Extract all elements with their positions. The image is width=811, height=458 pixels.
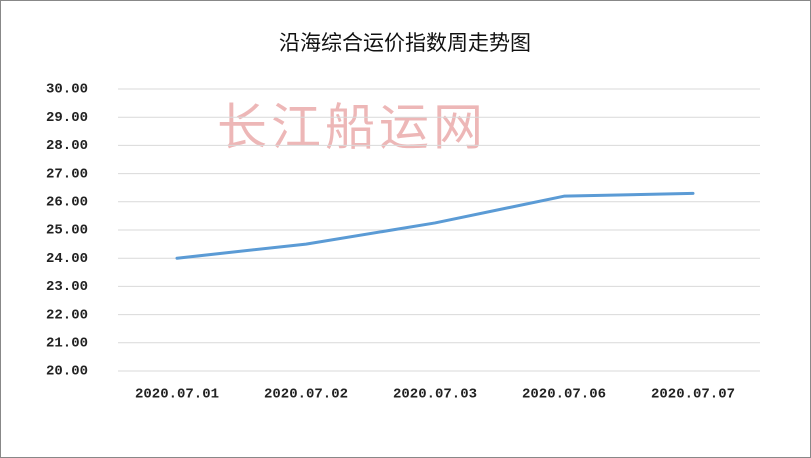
- y-tick-label: 24.00: [46, 251, 88, 267]
- x-tick-label: 2020.07.03: [393, 387, 477, 403]
- x-tick-label: 2020.07.07: [651, 387, 735, 403]
- y-tick-label: 22.00: [46, 307, 88, 323]
- y-tick-label: 30.00: [46, 82, 88, 98]
- y-tick-label: 27.00: [46, 166, 88, 182]
- data-line: [175, 191, 695, 260]
- y-tick-label: 29.00: [46, 110, 88, 126]
- x-tick-label: 2020.07.02: [264, 387, 348, 403]
- watermark: 长江船运网: [217, 99, 487, 155]
- y-tick-label: 26.00: [46, 195, 88, 211]
- y-tick-label: 20.00: [46, 364, 88, 380]
- y-tick-label: 25.00: [46, 223, 88, 239]
- x-tick-label: 2020.07.01: [135, 387, 219, 403]
- y-tick-label: 23.00: [46, 279, 88, 295]
- x-tick-label: 2020.07.06: [522, 387, 606, 403]
- chart-title: 沿海综合运价指数周走势图: [279, 31, 531, 55]
- y-tick-label: 21.00: [46, 336, 88, 352]
- y-tick-label: 28.00: [46, 138, 88, 154]
